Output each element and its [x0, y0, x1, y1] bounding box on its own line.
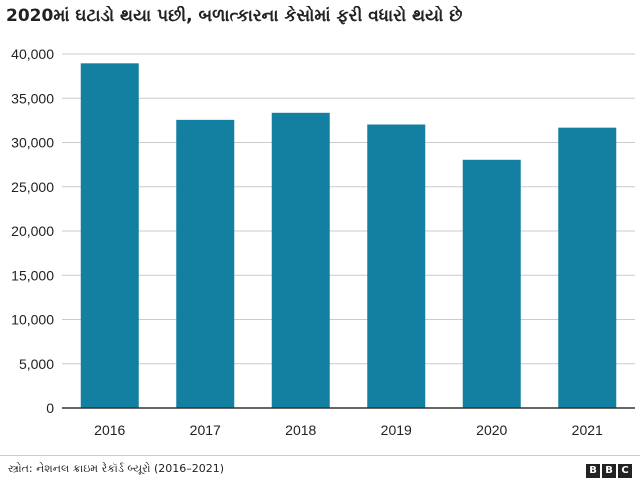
y-tick-label: 30,000 [11, 135, 54, 151]
bars [80, 63, 617, 409]
y-tick-label: 25,000 [11, 179, 54, 195]
y-tick-label: 15,000 [11, 267, 54, 283]
y-tick-label: 35,000 [11, 90, 54, 106]
y-tick-label: 5,000 [19, 356, 54, 372]
y-tick-label: 20,000 [11, 223, 54, 239]
chart-title: 2020માં ઘટાડો થયા પછી, બળાત્કારના કેસોમા… [6, 6, 463, 26]
logo-letter: B [602, 464, 616, 478]
x-tick-label: 2018 [285, 422, 316, 438]
bar-2019 [367, 124, 426, 409]
x-tick-label: 2019 [381, 422, 412, 438]
bar-2020 [462, 159, 521, 408]
bar-2017 [176, 119, 235, 409]
bbc-logo: B B C [586, 464, 632, 478]
x-tick-label: 2016 [94, 422, 125, 438]
logo-letter: C [618, 464, 632, 478]
x-tick-label: 2021 [572, 422, 603, 438]
footer-divider [0, 455, 640, 456]
bar-2016 [80, 63, 139, 408]
y-tick-label: 0 [46, 400, 54, 416]
y-tick-label: 40,000 [11, 46, 54, 62]
gridlines [62, 53, 635, 365]
x-axis-ticks: 2016 2017 2018 2019 2020 2021 [94, 422, 603, 438]
bar-2018 [271, 112, 330, 408]
x-tick-label: 2020 [476, 422, 507, 438]
source-note: સ્ત્રોત: નેશનલ ક્રાઇમ રેકૉર્ડ બ્યૂરો (20… [8, 462, 225, 475]
y-tick-label: 10,000 [11, 312, 54, 328]
logo-letter: B [586, 464, 600, 478]
y-axis-ticks: 0 5,000 10,000 15,000 20,000 25,000 30,000 35,0… [11, 46, 54, 416]
bar-2021 [558, 127, 617, 409]
x-tick-label: 2017 [190, 422, 221, 438]
